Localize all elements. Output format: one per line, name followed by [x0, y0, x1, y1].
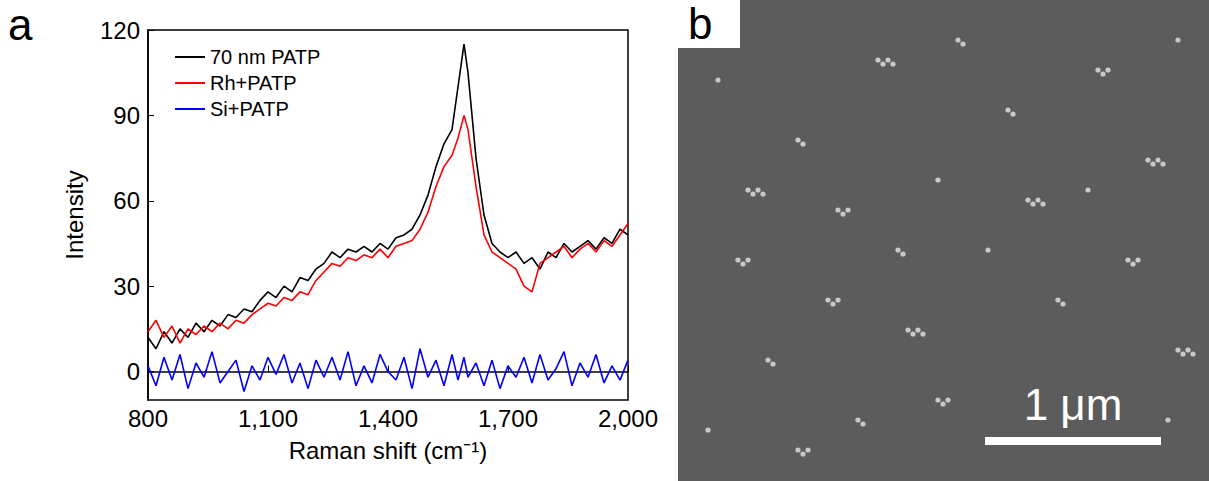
svg-text:90: 90 — [113, 102, 140, 129]
svg-text:60: 60 — [113, 187, 140, 214]
svg-text:Si+PATP: Si+PATP — [210, 98, 289, 120]
svg-text:0: 0 — [127, 358, 140, 385]
svg-text:Raman shift (cm⁻¹): Raman shift (cm⁻¹) — [289, 437, 488, 464]
svg-text:Intensity: Intensity — [61, 170, 88, 259]
svg-text:30: 30 — [113, 273, 140, 300]
svg-text:120: 120 — [100, 17, 140, 44]
html-text:a: a — [8, 0, 33, 49]
svg-text:1,100: 1,100 — [238, 405, 298, 432]
svg-text:Rh+PATP: Rh+PATP — [210, 72, 297, 94]
svg-text:800: 800 — [128, 405, 168, 432]
svg-text:2,000: 2,000 — [598, 405, 658, 432]
html-text:1 μm: 1 μm — [1023, 380, 1123, 429]
svg-text:70 nm PATP: 70 nm PATP — [210, 46, 320, 68]
html-text:b: b — [688, 0, 713, 48]
svg-text:1,700: 1,700 — [478, 405, 538, 432]
svg-text:1,400: 1,400 — [358, 405, 418, 432]
